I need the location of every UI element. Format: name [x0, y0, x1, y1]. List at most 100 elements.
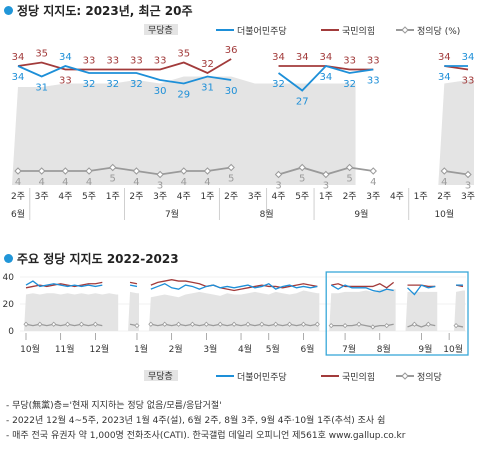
data-label-정의당-2: 4: [62, 177, 68, 188]
data-label-정의당-18: 4: [441, 177, 447, 188]
point-정의당-19: [464, 170, 472, 179]
title-bullet-icon: [4, 254, 13, 263]
undecided-area-segment-1: [438, 80, 474, 185]
undecided-area-segment-3: [329, 289, 396, 331]
undecided-area-segment-5: [454, 290, 465, 331]
data-label-더불어민주당-19: 34: [462, 52, 475, 63]
data-label-더불어민주당-8: 31: [201, 83, 214, 94]
point-정의당-38: [287, 321, 293, 327]
data-label-더불어민주당-5: 32: [130, 79, 143, 90]
line-국민의힘-2: [150, 279, 318, 292]
data-label-국민의힘-7: 35: [177, 49, 190, 60]
legend-label-undecided: 무당층: [148, 371, 173, 382]
undecided-area-segment-1: [128, 291, 139, 331]
x-tick-label: 2주: [437, 191, 451, 202]
data-label-정의당-15: 4: [370, 177, 376, 188]
chart2-title: 주요 정당 지지도 2022-2023: [4, 250, 179, 267]
month-label: 8월: [260, 208, 274, 220]
data-label-정의당-12: 5: [299, 174, 305, 185]
data-label-정의당-8: 4: [204, 177, 210, 188]
point-정의당-11: [274, 170, 283, 179]
line-국민의힘-0: [17, 58, 232, 75]
month-label: 6월: [11, 208, 25, 220]
legend-swatch-undecided: [144, 24, 178, 35]
x-tick-label: 2주: [129, 191, 143, 202]
month-label: 10월: [20, 343, 40, 355]
data-label-정의당-1: 4: [38, 177, 44, 188]
month-label: 3월: [203, 343, 217, 355]
data-label-국민의힘-8: 32: [201, 59, 214, 70]
point-정의당-4: [51, 321, 57, 327]
legend-swatch-undecided: [144, 370, 178, 381]
point-정의당-20: [162, 321, 168, 327]
point-정의당-7: [180, 167, 188, 175]
x-tick-label: 1주: [414, 191, 428, 202]
legend-label-1: 더불어민주당: [237, 372, 287, 383]
point-정의당-56: [411, 321, 418, 327]
x-tick-label: 3주: [153, 191, 167, 202]
line-정의당-0: [18, 166, 232, 176]
data-label-정의당-6: 3: [157, 181, 163, 192]
month-label: 1월: [134, 343, 148, 355]
line-더불어민주당-0: [25, 280, 103, 288]
data-label-정의당-5: 4: [133, 177, 139, 188]
point-정의당-48: [356, 321, 362, 327]
point-정의당-46: [342, 323, 348, 329]
data-label-국민의힘-11: 34: [272, 52, 285, 63]
line-정의당-2: [444, 170, 469, 176]
data-label-정의당-14: 5: [346, 174, 352, 185]
undecided-area-segment-0: [12, 76, 356, 185]
x-tick-label: 2주: [11, 191, 25, 202]
data-label-국민의힘-14: 33: [343, 56, 356, 67]
data-label-국민의힘-6: 33: [154, 56, 167, 67]
chart1-title: 정당 지지도: 2023년, 최근 20주: [4, 2, 193, 19]
point-정의당-0: [14, 167, 22, 175]
point-정의당-10: [92, 321, 98, 327]
point-정의당-28: [217, 321, 223, 327]
legend-label-2: 국민의힘: [342, 26, 375, 37]
month-label: 8월: [377, 343, 391, 355]
month-label: 7월: [342, 343, 356, 355]
x-tick-label: 4주: [272, 191, 286, 202]
data-label-국민의힘-12: 34: [296, 52, 309, 63]
line-정의당-3: [331, 323, 394, 328]
data-label-국민의힘-1: 35: [35, 49, 48, 60]
data-label-더불어민주당-11: 32: [272, 79, 285, 90]
data-label-더불어민주당-7: 29: [177, 90, 190, 101]
month-label: 9월: [354, 208, 368, 220]
data-label-정의당-11: 3: [275, 181, 281, 192]
data-label-더불어민주당-12: 27: [296, 97, 309, 108]
data-label-국민의힘-2: 33: [59, 76, 72, 87]
x-tick-label: 4주: [177, 191, 191, 202]
undecided-area-segment-2: [148, 290, 320, 331]
point-정의당-15: [369, 167, 377, 175]
x-tick-label: 1주: [200, 191, 214, 202]
x-tick-label: 4주: [390, 191, 404, 202]
month-label: 9월: [418, 343, 432, 355]
legend-marker-3: [401, 372, 409, 380]
line-더불어민주당-2: [150, 283, 318, 290]
point-정의당-50: [370, 324, 376, 330]
data-label-국민의힘-13: 34: [320, 52, 333, 63]
data-label-국민의힘-18: 34: [438, 52, 451, 63]
data-label-더불어민주당-3: 32: [83, 79, 96, 90]
recent-period-highlight-box: [325, 271, 469, 356]
x-tick-label: 1주: [319, 191, 333, 202]
data-label-더불어민주당-13: 34: [320, 72, 333, 83]
point-정의당-30: [231, 321, 237, 327]
data-label-더불어민주당-6: 30: [154, 86, 167, 97]
legend-marker-3: [401, 26, 409, 34]
data-label-정의당-13: 3: [323, 181, 329, 192]
point-정의당-2: [61, 167, 70, 175]
chart2-title-text: 주요 정당 지지도 2022-2023: [17, 252, 179, 266]
point-정의당-44: [328, 323, 334, 329]
x-tick-label: 3주: [35, 191, 49, 202]
y-tick-label: 40: [3, 273, 15, 283]
data-label-더불어민주당-2: 34: [59, 52, 72, 63]
point-정의당-6: [156, 170, 164, 179]
month-label: 10월: [434, 208, 454, 220]
point-정의당-18: [148, 321, 154, 327]
line-더불어민주당-3: [330, 284, 394, 293]
data-label-더불어민주당-1: 31: [35, 83, 48, 94]
y-tick-label: 20: [3, 300, 15, 310]
